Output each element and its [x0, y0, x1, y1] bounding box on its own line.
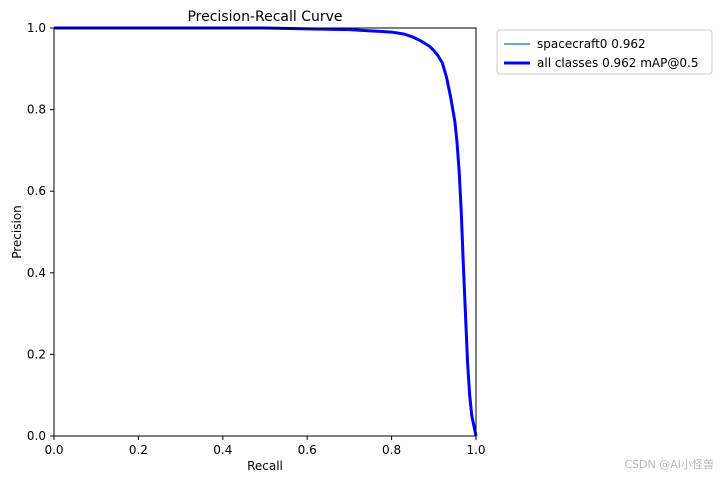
y-axis-label: Precision — [10, 205, 24, 259]
x-tick-label: 0.8 — [382, 443, 401, 457]
x-tick-label: 0.4 — [213, 443, 232, 457]
y-tick-label: 0.2 — [27, 347, 46, 361]
y-tick-label: 0.4 — [27, 266, 46, 280]
x-tick-label: 0.2 — [129, 443, 148, 457]
y-tick-label: 0.8 — [27, 103, 46, 117]
x-tick-label: 0.6 — [298, 443, 317, 457]
x-axis-label: Recall — [247, 459, 283, 473]
x-tick-label: 1.0 — [466, 443, 485, 457]
y-axis: 0.0 0.2 0.4 0.6 0.8 1.0 — [27, 21, 54, 443]
series-line-all-classes — [54, 26, 478, 437]
legend: spacecraft0 0.962 all classes 0.962 mAP@… — [496, 29, 713, 75]
plot-frame — [53, 27, 477, 437]
plot-area — [54, 28, 476, 436]
series-layer — [54, 26, 478, 437]
y-tick-label: 1.0 — [27, 21, 46, 35]
x-tick-label: 0.0 — [44, 443, 63, 457]
x-axis: 0.0 0.2 0.4 0.6 0.8 1.0 — [44, 436, 486, 457]
legend-label-spacecraft0: spacecraft0 0.962 — [537, 37, 646, 51]
y-tick-label: 0.6 — [27, 184, 46, 198]
watermark: CSDN @AI小怪兽 — [624, 458, 714, 471]
legend-label-all-classes: all classes 0.962 mAP@0.5 — [537, 56, 698, 70]
y-tick-label: 0.0 — [27, 429, 46, 443]
legend-box — [496, 29, 713, 75]
chart-title: Precision-Recall Curve — [187, 9, 342, 25]
